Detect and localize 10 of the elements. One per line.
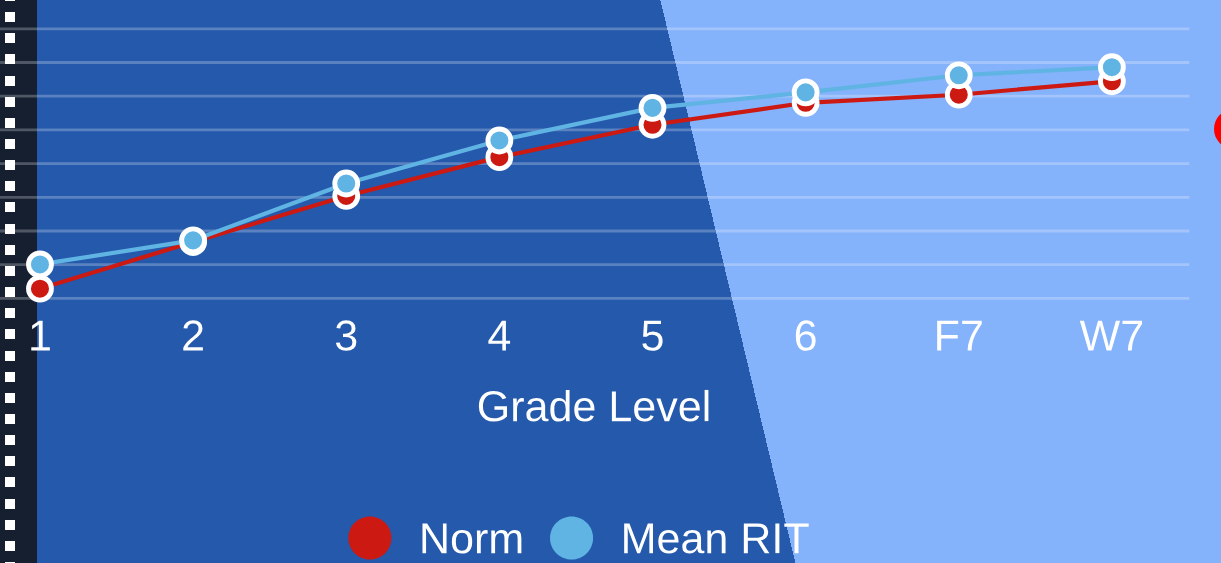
x-tick-label: 6 [795,320,816,351]
x-tick-label: F7 [937,320,982,351]
x-tick-label: 3 [335,320,357,351]
x-tick-label: 5 [642,320,663,351]
legend-label: Mean RIT [624,523,809,554]
x-tick-label: 2 [183,320,203,351]
x-tick-label: W7 [1079,320,1143,351]
legend-label: Norm [422,523,522,554]
x-axis-title: Grade Level [478,389,709,422]
x-tick-label: 4 [488,320,511,351]
